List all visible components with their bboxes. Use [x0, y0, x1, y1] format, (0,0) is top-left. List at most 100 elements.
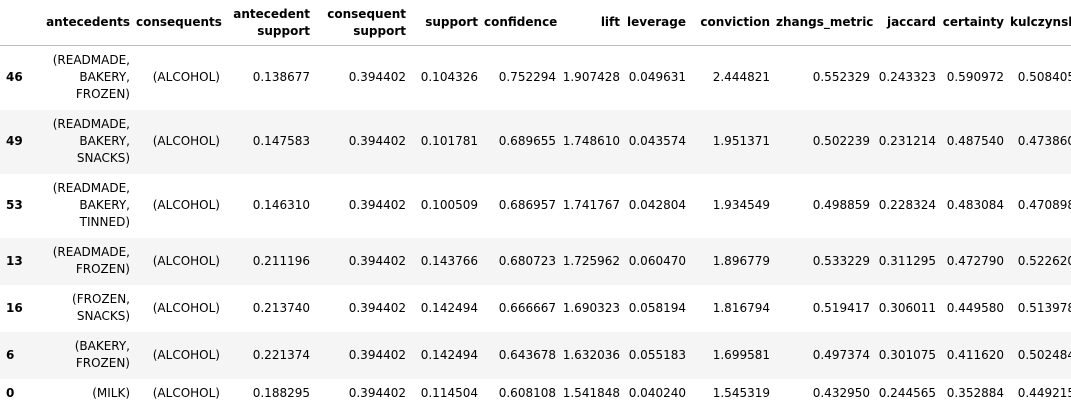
- cell-conviction: 1.545319: [692, 379, 776, 409]
- cell-lift: 1.748610: [562, 110, 626, 174]
- cell-consequent-support: 0.394402: [316, 46, 412, 110]
- cell-support: 0.101781: [412, 110, 484, 174]
- cell-antecedents: (BAKERY, FROZEN): [46, 332, 136, 379]
- cell-certainty: 0.449580: [942, 285, 1010, 332]
- cell-value: 0.689655: [498, 134, 556, 148]
- table-body: 46 (READMADE, BAKERY, FROZEN) (ALCOHOL) 0.1…: [0, 45, 1071, 409]
- cell-value: 0.497374: [812, 347, 870, 362]
- cell-jaccard: 0.231214: [876, 110, 942, 174]
- cell-value: 0.394402: [348, 300, 406, 315]
- cell-value: 0.394402: [348, 253, 406, 268]
- cell-value: 0.508405: [1017, 70, 1071, 85]
- column-header-kulczynski: kulczynski: [1010, 0, 1071, 46]
- cell-value: 0.306011: [878, 300, 936, 315]
- column-header-antecedent-support: antecedent support: [226, 0, 316, 46]
- column-header-leverage: leverage: [626, 0, 692, 46]
- cell-value: (BAKERY, FROZEN): [74, 339, 130, 370]
- cell-value: 0.042804: [628, 198, 686, 212]
- cell-certainty: 0.483084: [942, 174, 1010, 238]
- table-row: 53 (READMADE, BAKERY, TINNED) (ALCOHOL) 0.1…: [0, 173, 1071, 238]
- column-header-zhangs-metric: zhangs_metric: [776, 0, 876, 46]
- cell-antecedent-support: 0.213740: [226, 285, 316, 332]
- table-row: 0 (MILK) (ALCOHOL) 0.188295 0.394402 0.114504…: [0, 378, 1071, 409]
- cell-kulczynski: 0.473860: [1010, 110, 1071, 174]
- row-index: 46: [6, 70, 23, 85]
- cell-value: 0.101781: [420, 134, 478, 148]
- cell-value: 1.816794: [712, 300, 770, 315]
- cell-kulczynski: 0.470898: [1010, 174, 1071, 238]
- cell-value: 0.643678: [498, 347, 556, 362]
- column-header-antecedents: antecedents: [46, 0, 136, 46]
- cell-value: 0.449215: [1017, 386, 1071, 400]
- cell-value: 0.146310: [252, 198, 310, 212]
- cell-value: (ALCOHOL): [152, 134, 220, 148]
- cell-value: 1.725962: [562, 253, 620, 268]
- cell-antecedents: (READMADE, BAKERY, SNACKS): [46, 110, 136, 174]
- cell-value: 0.752294: [498, 70, 556, 85]
- cell-kulczynski: 0.502484: [1010, 332, 1071, 379]
- cell-value: 0.394402: [348, 70, 406, 85]
- cell-value: 0.114504: [420, 386, 478, 400]
- cell-consequent-support: 0.394402: [316, 110, 412, 174]
- cell-value: 0.055183: [628, 347, 686, 362]
- cell-confidence: 0.680723: [484, 238, 562, 285]
- cell-consequents: (ALCOHOL): [136, 379, 226, 409]
- row-index: 53: [6, 198, 23, 212]
- cell-antecedent-support: 0.211196: [226, 238, 316, 285]
- cell-value: 0.498859: [812, 198, 870, 212]
- cell-confidence: 0.666667: [484, 285, 562, 332]
- cell-value: 0.472790: [946, 253, 1004, 268]
- cell-value: 0.138677: [252, 70, 310, 85]
- row-index: 13: [6, 253, 23, 268]
- cell-value: 0.243323: [878, 70, 936, 85]
- cell-value: 1.541848: [562, 386, 620, 400]
- cell-consequent-support: 0.394402: [316, 379, 412, 409]
- column-header-confidence: confidence: [484, 0, 562, 46]
- row-index: 16: [6, 300, 23, 315]
- cell-value: 0.142494: [420, 300, 478, 315]
- cell-antecedent-support: 0.146310: [226, 174, 316, 238]
- cell-value: 0.147583: [252, 134, 310, 148]
- cell-lift: 1.741767: [562, 174, 626, 238]
- column-header-consequent-support: consequent support: [316, 0, 412, 46]
- cell-leverage: 0.040240: [626, 379, 692, 409]
- cell-consequent-support: 0.394402: [316, 174, 412, 238]
- table-row: 6 (BAKERY, FROZEN) (ALCOHOL) 0.221374 0.3944…: [0, 331, 1071, 379]
- cell-consequents: (ALCOHOL): [136, 110, 226, 174]
- cell-support: 0.142494: [412, 285, 484, 332]
- cell-certainty: 0.590972: [942, 46, 1010, 110]
- cell-lift: 1.725962: [562, 238, 626, 285]
- cell-value: 0.100509: [420, 198, 478, 212]
- cell-value: 0.104326: [420, 70, 478, 85]
- cell-jaccard: 0.311295: [876, 238, 942, 285]
- cell-value: 1.934549: [712, 198, 770, 212]
- cell-zhangs-metric: 0.497374: [776, 332, 876, 379]
- cell-value: 1.907428: [562, 70, 620, 85]
- cell-consequent-support: 0.394402: [316, 238, 412, 285]
- cell-value: 0.432950: [812, 386, 870, 400]
- cell-value: 0.311295: [878, 253, 936, 268]
- cell-consequents: (ALCOHOL): [136, 285, 226, 332]
- cell-jaccard: 0.243323: [876, 46, 942, 110]
- cell-zhangs-metric: 0.552329: [776, 46, 876, 110]
- cell-value: 0.228324: [878, 198, 936, 212]
- cell-value: 0.211196: [252, 253, 310, 268]
- column-header-index: [0, 0, 46, 46]
- cell-value: 0.352884: [946, 386, 1004, 400]
- cell-value: 0.142494: [420, 347, 478, 362]
- cell-value: 0.666667: [498, 300, 556, 315]
- cell-certainty: 0.411620: [942, 332, 1010, 379]
- cell-kulczynski: 0.513978: [1010, 285, 1071, 332]
- cell-value: (FROZEN, SNACKS): [72, 292, 130, 323]
- table-row: 49 (READMADE, BAKERY, SNACKS) (ALCOHOL) 0.1…: [0, 109, 1071, 174]
- cell-consequent-support: 0.394402: [316, 285, 412, 332]
- cell-antecedents: (MILK): [46, 379, 136, 409]
- cell-conviction: 2.444821: [692, 46, 776, 110]
- cell-antecedent-support: 0.221374: [226, 332, 316, 379]
- cell-value: 0.394402: [348, 134, 406, 148]
- cell-value: 1.741767: [562, 198, 620, 212]
- cell-value: 0.502239: [812, 134, 870, 148]
- cell-value: (READMADE, FROZEN): [52, 245, 130, 276]
- cell-leverage: 0.042804: [626, 174, 692, 238]
- cell-confidence: 0.686957: [484, 174, 562, 238]
